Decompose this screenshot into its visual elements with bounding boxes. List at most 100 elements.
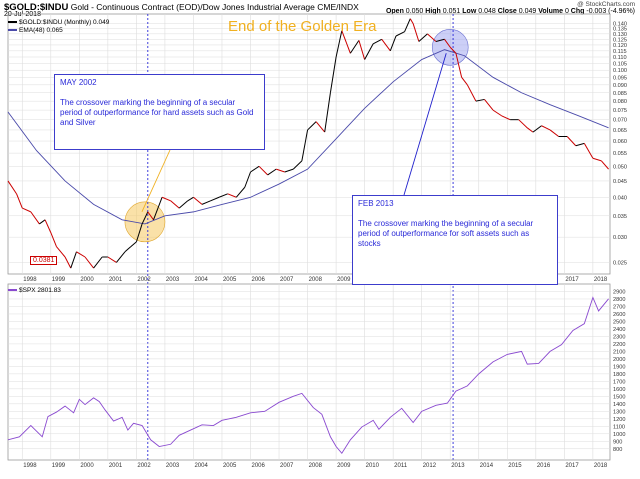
bottom-x-tick-label: 1999 xyxy=(52,463,66,469)
ratio-series-segment xyxy=(258,165,268,176)
crossover-2002-highlight xyxy=(124,201,166,243)
top-y-tick-label: 0.110 xyxy=(613,55,627,61)
callout-may-2002-title: MAY 2002 xyxy=(60,78,97,87)
ratio-series-segment xyxy=(116,251,126,263)
ratio-series-segment xyxy=(389,35,397,52)
bottom-x-tick-label: 2006 xyxy=(252,463,266,469)
low-label: Low xyxy=(462,8,477,15)
ratio-series-segment xyxy=(135,223,143,243)
bottom-y-tick-label: 1600 xyxy=(613,387,625,393)
top-x-tick-label: 2017 xyxy=(565,277,579,283)
bottom-x-tick-label: 2001 xyxy=(109,463,123,469)
callout-feb-2013-text: The crossover marking the beginning of a… xyxy=(358,219,534,248)
top-y-tick-label: 0.075 xyxy=(613,108,627,114)
top-x-tick-label: 2009 xyxy=(337,277,351,283)
top-y-tick-label: 0.115 xyxy=(613,49,627,55)
ratio-series-segment xyxy=(39,219,46,225)
top-y-tick-label: 0.055 xyxy=(613,151,627,157)
bottom-x-tick-label: 2016 xyxy=(537,463,551,469)
top-y-tick-label: 0.130 xyxy=(613,32,627,38)
ratio-series-segment xyxy=(201,200,211,205)
low-value: 0.048 xyxy=(478,8,496,15)
ratio-series-segment xyxy=(601,160,609,170)
bottom-y-tick-label: 900 xyxy=(613,439,622,445)
ratio-series-segment xyxy=(566,136,577,147)
ratio-series-segment xyxy=(84,256,94,269)
ratio-series-segment xyxy=(418,33,428,42)
ratio-series-segment xyxy=(292,160,303,170)
top-y-tick-label: 0.095 xyxy=(613,75,627,81)
bottom-y-tick-label: 1900 xyxy=(613,364,625,370)
ratio-series-segment xyxy=(324,92,331,133)
ratio-series-segment xyxy=(427,33,437,42)
ratio-series-segment xyxy=(412,23,420,42)
ratio-series-segment xyxy=(267,168,277,176)
legend-ema-label: EMA(48) 0.065 xyxy=(19,27,63,34)
bottom-x-tick-label: 2013 xyxy=(451,463,465,469)
ratio-series-segment xyxy=(475,98,485,102)
top-x-tick-label: 2018 xyxy=(594,277,608,283)
ratio-series-segment xyxy=(349,40,360,54)
ratio-series-segment xyxy=(449,46,457,54)
top-x-tick-label: 2007 xyxy=(280,277,294,283)
bottom-y-tick-label: 2600 xyxy=(613,312,625,318)
ratio-series-segment xyxy=(329,56,337,93)
ratio-series-segment xyxy=(235,186,246,198)
ratio-series-segment xyxy=(307,121,317,131)
ratio-series-segment xyxy=(22,207,32,213)
bottom-x-tick-label: 2018 xyxy=(594,463,608,469)
ratio-series-segment xyxy=(227,193,237,198)
bottom-panel-frame xyxy=(7,283,611,461)
bottom-y-tick-label: 2300 xyxy=(613,334,625,340)
bottom-x-tick-label: 2010 xyxy=(366,463,380,469)
ratio-series-segment xyxy=(381,38,391,52)
symbol-description: Gold - Continuous Contract (EOD)/Dow Jon… xyxy=(70,2,359,12)
bottom-y-tick-label: 2700 xyxy=(613,304,625,310)
ohlc-readout: Open 0.050 High 0.051 Low 0.048 Close 0.… xyxy=(386,8,635,15)
bottom-x-tick-label: 2008 xyxy=(309,463,323,469)
ratio-series-segment xyxy=(315,121,326,133)
callout-feb-2013: FEB 2013 The crossover marking the begin… xyxy=(352,195,558,285)
ratio-series-segment xyxy=(93,256,103,269)
ratio-series-segment xyxy=(187,196,194,202)
bottom-x-tick-label: 2000 xyxy=(80,463,94,469)
bottom-x-tick-label: 2017 xyxy=(565,463,579,469)
callout-feb-2013-title: FEB 2013 xyxy=(358,199,394,208)
ratio-series-segment xyxy=(107,256,117,263)
bottom-y-tick-label: 1400 xyxy=(613,402,625,408)
ratio-series-segment xyxy=(335,30,343,58)
top-y-tick-label: 0.105 xyxy=(613,61,627,67)
low-value-flag: 0.0381 xyxy=(30,256,58,265)
bottom-y-tick-label: 1100 xyxy=(613,424,625,430)
ratio-series-segment xyxy=(461,77,468,86)
top-x-tick-label: 2003 xyxy=(166,277,180,283)
top-x-tick-label: 2005 xyxy=(223,277,237,283)
top-x-tick-label: 2004 xyxy=(194,277,208,283)
top-x-tick-label: 2002 xyxy=(137,277,151,283)
bottom-x-tick-label: 2003 xyxy=(166,463,180,469)
callout-may-2002: MAY 2002 The crossover marking the begin… xyxy=(54,74,265,150)
callout-may-2002-leader xyxy=(141,149,171,213)
ratio-series-segment xyxy=(501,115,511,121)
chart-title: $GOLD:$INDU Gold - Continuous Contract (… xyxy=(4,2,359,13)
legend-ratio-label: $GOLD:$INDU (Monthly) 0.049 xyxy=(19,19,110,26)
legend-spx-label: $SPX 2801.83 xyxy=(19,287,61,294)
chg-value: -0.003 (-4.96%) xyxy=(586,8,635,15)
top-x-tick-label: 2001 xyxy=(109,277,123,283)
bottom-x-tick-label: 2009 xyxy=(337,463,351,469)
volume-label: Volume xyxy=(538,8,563,15)
ratio-series-segment xyxy=(244,171,251,188)
top-y-tick-label: 0.080 xyxy=(613,99,627,105)
ratio-series-segment xyxy=(575,142,585,147)
callout-may-2002-text: The crossover marking the beginning of a… xyxy=(60,98,254,127)
ratio-series-segment xyxy=(130,241,137,248)
ratio-series-segment xyxy=(284,168,294,173)
ratio-series-segment xyxy=(153,197,163,220)
ratio-series-segment xyxy=(484,99,494,111)
ratio-series-segment xyxy=(210,196,220,202)
top-panel-frame xyxy=(7,13,611,275)
ratio-series-segment xyxy=(358,40,366,60)
bottom-y-tick-label: 2500 xyxy=(613,319,625,325)
legend-spx: $SPX 2801.83 xyxy=(8,287,61,294)
ratio-series-segment xyxy=(50,232,57,247)
